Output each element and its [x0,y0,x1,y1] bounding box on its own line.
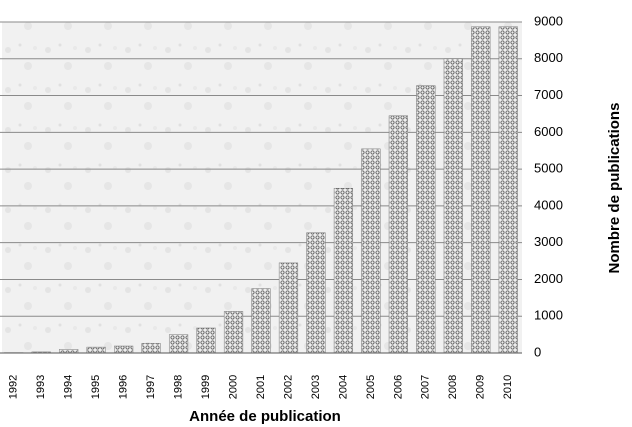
x-tick-label: 1993 [35,375,47,399]
x-tick-label: 2001 [255,375,267,399]
bar [361,148,381,354]
y-tick-label: 3000 [534,234,563,249]
y-tick-label: 1000 [534,308,563,323]
x-tick-label: 2010 [502,375,514,399]
y-tick-label: 9000 [534,13,563,28]
x-tick-label: 2005 [365,375,377,399]
bar [196,327,216,354]
y-axis-title: Nombre de publications [606,103,623,274]
bar [59,349,79,354]
bar [388,115,408,354]
bar [251,288,271,354]
y-tick-label: 2000 [534,271,563,286]
bar [498,26,518,354]
x-tick-label: 2007 [420,375,432,399]
bar [114,345,134,354]
bar [168,334,189,354]
bar [443,58,463,354]
x-tick-label: 2002 [282,375,294,399]
x-tick-label: 1994 [63,375,75,399]
bar [333,187,354,354]
x-tick-label: 2004 [337,375,349,399]
x-tick-label: 1996 [118,375,130,399]
bar [416,85,436,354]
y-tick-label: 7000 [534,87,563,102]
x-tick-label: 1999 [200,375,212,399]
bar [306,232,326,354]
y-tick-label: 8000 [534,50,563,65]
bar [471,26,491,354]
x-tick-label: 2003 [310,375,322,399]
x-tick-label: 2006 [392,375,404,399]
y-tick-label: 5000 [534,161,563,176]
y-tick-label: 0 [534,344,541,359]
bar [86,346,106,354]
x-tick-label: 2000 [227,375,239,399]
x-tick-label: 1992 [8,375,20,399]
x-tick-label: 1997 [145,375,157,399]
bar [223,311,244,354]
bar [278,262,299,354]
x-axis-title: Année de publication [189,408,341,425]
y-tick-label: 6000 [534,124,563,139]
x-tick-label: 2009 [475,375,487,399]
x-tick-label: 1995 [90,375,102,399]
y-tick-label: 4000 [534,197,563,212]
x-tick-label: 2008 [447,375,459,399]
bar [141,343,161,354]
x-tick-label: 1998 [172,375,184,399]
